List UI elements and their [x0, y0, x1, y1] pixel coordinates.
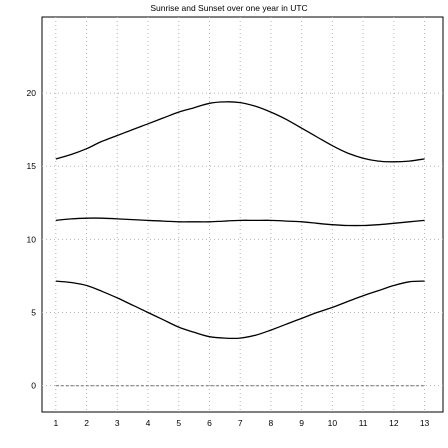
x-tick-label: 1 — [53, 418, 58, 428]
x-tick-label: 13 — [420, 418, 430, 428]
plot-frame — [41, 16, 444, 413]
y-tick-label: 0 — [31, 381, 36, 391]
y-tick-label: 5 — [31, 308, 36, 318]
sunset-line — [55, 101, 425, 163]
y-tick-label: 10 — [27, 234, 37, 244]
chart-title: Sunrise and Sunset over one year in UTC — [150, 3, 307, 13]
sunrise-line — [55, 280, 425, 340]
x-tick-label: 7 — [238, 418, 243, 428]
x-tick-label: 2 — [84, 418, 89, 428]
x-tick-label: 4 — [146, 418, 151, 428]
x-tick-label: 5 — [176, 418, 181, 428]
x-tick-label: 9 — [299, 418, 304, 428]
x-axis-ticks: 1 2 3 4 5 6 7 8 9 10 11 12 13 — [53, 418, 429, 428]
x-tick-label: 6 — [207, 418, 212, 428]
x-tick-label: 3 — [115, 418, 120, 428]
series-layer — [55, 101, 425, 387]
x-tick-label: 12 — [389, 418, 399, 428]
y-axis-ticks: 0 5 10 15 20 — [27, 88, 37, 391]
x-tick-label: 10 — [328, 418, 338, 428]
y-tick-label: 20 — [27, 88, 37, 98]
y-tick-label: 15 — [27, 161, 37, 171]
x-tick-label: 11 — [359, 418, 368, 428]
noon-line — [55, 217, 425, 227]
x-tick-label: 8 — [269, 418, 274, 428]
